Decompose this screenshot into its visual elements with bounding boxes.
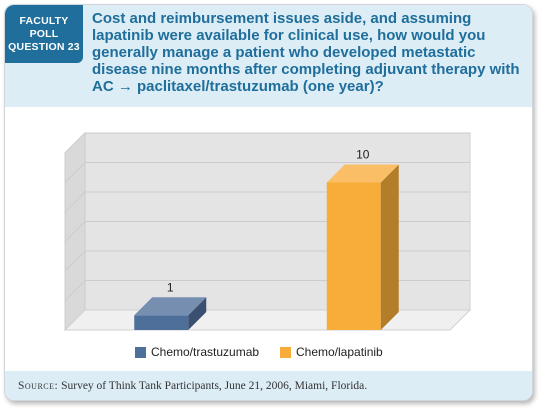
legend-swatch-chemo-lapatinib bbox=[280, 346, 291, 358]
poll-badge: FACULTY POLL QUESTION 23 bbox=[5, 5, 83, 63]
data-label: 1 bbox=[167, 280, 174, 294]
legend-label-chemo-lapatinib: Chemo/lapatinib bbox=[296, 345, 383, 359]
source-text: Survey of Think Tank Participants, June … bbox=[61, 380, 368, 392]
bar-chart: 1 10 bbox=[63, 131, 472, 332]
bar bbox=[134, 315, 189, 330]
source-note: Source: Survey of Think Tank Participant… bbox=[18, 380, 367, 392]
gridline-side bbox=[64, 191, 86, 213]
chart-legend: Chemo/trastuzumab Chemo/lapatinib bbox=[5, 345, 532, 365]
source-label: Source: bbox=[18, 380, 59, 392]
legend-item-chemo-trastuzumab: Chemo/trastuzumab bbox=[135, 345, 259, 359]
bar-side bbox=[188, 297, 207, 330]
gridline-side bbox=[64, 162, 86, 183]
poll-card: FACULTY POLL QUESTION 23 Cost and reimbu… bbox=[4, 4, 533, 401]
legend-swatch-chemo-trastuzumab bbox=[135, 346, 146, 358]
poll-badge-line-3: QUESTION 23 bbox=[8, 40, 80, 53]
question-header: FACULTY POLL QUESTION 23 Cost and reimbu… bbox=[5, 5, 532, 107]
gridline-side bbox=[64, 221, 86, 242]
legend-item-chemo-lapatinib: Chemo/lapatinib bbox=[280, 345, 383, 359]
bar-top bbox=[326, 164, 399, 183]
chart-floor bbox=[63, 309, 472, 331]
bar-side bbox=[380, 164, 399, 330]
gridline-side bbox=[64, 132, 86, 154]
bar-top bbox=[134, 297, 207, 316]
gridline-side bbox=[64, 250, 86, 272]
gridline-side bbox=[64, 280, 86, 301]
bar bbox=[326, 182, 381, 330]
legend-label-chemo-trastuzumab: Chemo/trastuzumab bbox=[151, 345, 260, 359]
question-text: Cost and reimbursement issues aside, and… bbox=[92, 10, 520, 95]
poll-badge-line-1: FACULTY bbox=[19, 14, 69, 27]
poll-badge-line-2: POLL bbox=[29, 27, 59, 40]
source-footer: Source: Survey of Think Tank Participant… bbox=[5, 371, 532, 400]
data-label: 10 bbox=[356, 148, 370, 162]
